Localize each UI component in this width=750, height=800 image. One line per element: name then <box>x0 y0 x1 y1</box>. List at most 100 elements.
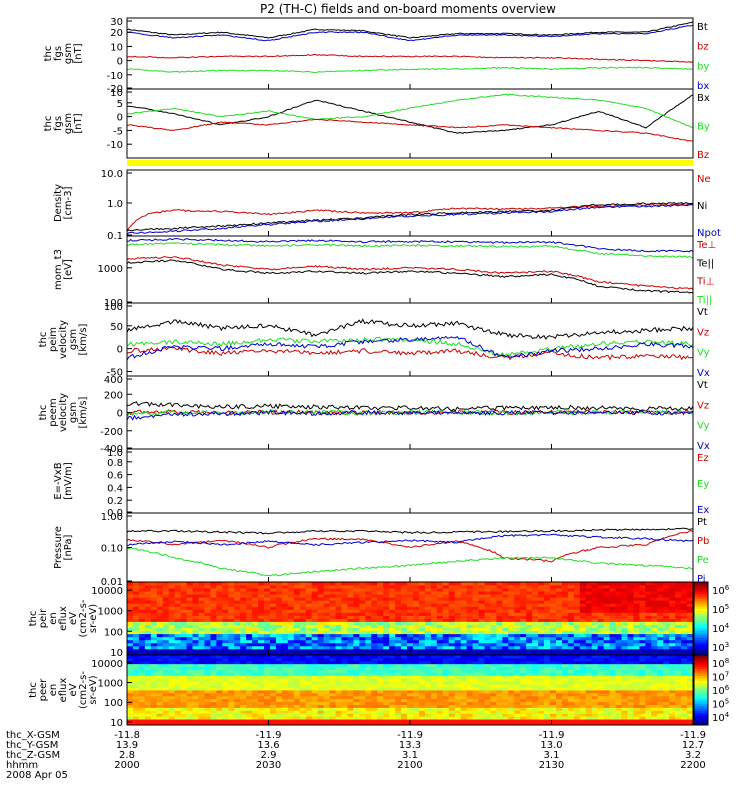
spectrogram-cell <box>341 630 348 635</box>
spectrogram-cell <box>609 719 616 723</box>
spectrogram-cell <box>281 678 289 682</box>
spectrogram-cell <box>305 615 313 619</box>
spectrogram-cell <box>520 704 527 708</box>
spectrogram-cell <box>258 591 265 595</box>
spectrogram-cell <box>561 591 569 595</box>
spectrogram-cell <box>615 651 622 656</box>
spectrogram-cell <box>472 657 479 662</box>
y-axis-label-line: gsm <box>63 43 74 64</box>
spectrogram-cell <box>264 582 271 586</box>
spectrogram-cell <box>621 719 628 723</box>
spectrogram-cell <box>258 594 265 598</box>
spectrogram-cell <box>407 684 414 688</box>
spectrogram-cell <box>210 660 217 665</box>
legend-entry: Ne <box>697 174 711 185</box>
spectrogram-cell <box>430 663 438 668</box>
spectrogram-cell <box>490 585 497 589</box>
spectrogram-cell <box>341 672 348 676</box>
spectrogram-cell <box>508 591 515 595</box>
spectrogram-cell <box>657 612 664 616</box>
spectrogram-cell <box>383 642 390 647</box>
spectrogram-cell <box>484 594 491 598</box>
spectrogram-cell <box>633 675 640 679</box>
spectrogram-cell <box>341 645 348 650</box>
spectrogram-cell <box>681 597 688 601</box>
spectrogram-cell <box>281 594 289 598</box>
spectrogram-cell <box>412 633 420 638</box>
spectrogram-cell <box>335 707 342 711</box>
spectrogram-cell <box>520 591 527 595</box>
spectrogram-cell <box>591 600 599 604</box>
spectrogram-cell <box>412 698 420 703</box>
spectrogram-cell <box>341 678 348 682</box>
spectrogram-cell <box>323 630 330 635</box>
colorbar-tick-exponent: 6 <box>725 584 730 592</box>
spectrogram-cell <box>532 612 539 616</box>
spectrogram-cell <box>651 585 658 589</box>
spectrogram-cell <box>490 615 497 619</box>
spectrogram-cell <box>687 588 694 592</box>
spectrogram-cell <box>609 603 616 607</box>
spectrogram-cell <box>246 713 253 717</box>
spectrogram-cell <box>317 704 325 708</box>
legend-entry: Pe <box>697 555 709 566</box>
spectrogram-cell <box>544 710 551 714</box>
spectrogram-cell <box>127 698 134 703</box>
spectrogram-cell <box>490 618 497 622</box>
spectrogram-cell <box>311 624 319 629</box>
spectrogram-cell <box>544 603 551 607</box>
spectrogram-cell <box>371 710 378 714</box>
spectrogram-cell <box>478 716 485 720</box>
spectrogram-cell <box>585 719 593 723</box>
spectrogram-cell <box>472 594 479 598</box>
spectrogram-cell <box>156 713 164 717</box>
spectrogram-cell <box>532 606 539 610</box>
spectrogram-cell <box>240 657 247 662</box>
spectrogram-cell <box>442 603 450 607</box>
spectrogram-cell <box>252 600 259 604</box>
spectrogram-cell <box>466 681 473 685</box>
spectrogram-cell <box>484 716 491 720</box>
spectrogram-cell <box>234 618 241 622</box>
spectrogram-cell <box>353 707 360 711</box>
spectrogram-cell <box>335 675 342 679</box>
spectrogram-cell <box>615 660 622 665</box>
spectrogram-cell <box>490 624 497 629</box>
spectrogram-cell <box>389 594 396 598</box>
spectrogram-cell <box>287 588 295 592</box>
spectrogram-cell <box>478 624 485 629</box>
spectrogram-cell <box>180 609 187 613</box>
spectrogram-cell <box>174 695 182 700</box>
spectrogram-cell <box>448 710 456 714</box>
spectrogram-cell <box>401 713 408 717</box>
spectrogram-cell <box>252 666 259 670</box>
spectrogram-cell <box>478 657 485 662</box>
spectrogram-cell <box>127 684 134 688</box>
spectrogram-cell <box>561 722 569 726</box>
spectrogram-cell <box>561 624 569 629</box>
spectrogram-cell <box>454 710 462 714</box>
spectrogram-cell <box>567 624 575 629</box>
spectrogram-cell <box>424 588 432 592</box>
spectrogram-cell <box>377 597 384 601</box>
spectrogram-cell <box>615 690 622 694</box>
spectrogram-cell <box>579 603 587 607</box>
y-axis-label-line: peir <box>38 608 49 628</box>
spectrogram-cell <box>681 704 688 708</box>
spectrogram-cell <box>204 678 211 682</box>
spectrogram-cell <box>669 698 676 703</box>
spectrogram-cell <box>252 690 259 694</box>
spectrogram-cell <box>454 651 462 656</box>
spectrogram-cell <box>281 639 289 644</box>
spectrogram-cell <box>579 669 587 673</box>
spectrogram-cell <box>192 655 199 659</box>
spectrogram-cell <box>389 722 396 726</box>
spectrogram-cell <box>216 627 223 632</box>
spectrogram-cell <box>305 588 313 592</box>
spectrogram-cell <box>198 585 205 589</box>
spectrogram-cell <box>526 633 533 638</box>
spectrogram-cell <box>269 687 277 691</box>
spectrogram-cell <box>603 701 610 705</box>
spectrogram-cell <box>341 603 348 607</box>
